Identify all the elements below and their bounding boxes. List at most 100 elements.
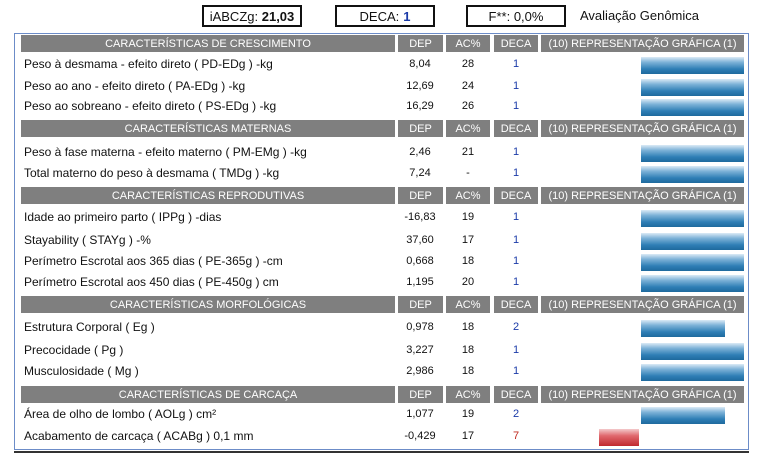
accuracy-value: 19 bbox=[461, 211, 475, 223]
report-title: Avaliação Genômica bbox=[580, 8, 699, 23]
accuracy-value: - bbox=[466, 167, 470, 179]
evaluation-table-frame bbox=[14, 33, 749, 450]
trait-label: Peso à desmama - efeito direto ( PD-EDg … bbox=[24, 57, 273, 71]
column-header-dep: DEP bbox=[398, 296, 443, 313]
accuracy-value: 18 bbox=[461, 344, 475, 356]
section-header: CARACTERÍSTICAS DE CARCAÇA bbox=[21, 386, 395, 403]
column-header-ac: AC% bbox=[446, 187, 490, 204]
graph-bar bbox=[641, 364, 744, 381]
column-header-dep: DEP bbox=[398, 187, 443, 204]
trait-label: Idade ao primeiro parto ( IPPg ) -dias bbox=[24, 210, 222, 224]
graph-bar bbox=[641, 320, 725, 337]
column-header-graph: (10) REPRESENTAÇÃO GRÁFICA (1) bbox=[541, 386, 744, 403]
graph-bar bbox=[599, 429, 639, 446]
column-header-graph: (10) REPRESENTAÇÃO GRÁFICA (1) bbox=[541, 187, 744, 204]
trait-label: Acabamento de carcaça ( ACABg ) 0,1 mm bbox=[24, 429, 254, 443]
graph-bar bbox=[641, 145, 744, 162]
deca-value: 1 bbox=[512, 167, 520, 179]
inbreeding-box: F**: 0,0% bbox=[466, 5, 566, 27]
graph-bar bbox=[641, 233, 744, 250]
deca-value: 1 bbox=[512, 234, 520, 246]
column-header-dep: DEP bbox=[398, 386, 443, 403]
trait-label: Peso ao sobreano - efeito direto ( PS-ED… bbox=[24, 99, 277, 113]
graph-bar bbox=[641, 254, 744, 271]
deca-box: DECA: 1 bbox=[335, 5, 435, 27]
column-header-graph: (10) REPRESENTAÇÃO GRÁFICA (1) bbox=[541, 296, 744, 313]
trait-label: Musculosidade ( Mg ) bbox=[24, 364, 139, 378]
accuracy-value: 18 bbox=[461, 255, 475, 267]
column-header-ac: AC% bbox=[446, 296, 490, 313]
section-header: CARACTERÍSTICAS MORFOLÓGICAS bbox=[21, 296, 395, 313]
deca-value: 1 bbox=[512, 100, 520, 112]
deca-value: 2 bbox=[512, 408, 520, 420]
graph-bar bbox=[641, 275, 744, 292]
dep-value: -0,429 bbox=[404, 430, 436, 442]
deca-value: 7 bbox=[512, 430, 520, 442]
trait-label: Estrutura Corporal ( Eg ) bbox=[24, 320, 155, 334]
inbreeding-value: 0,0% bbox=[513, 8, 544, 24]
graph-bar bbox=[641, 166, 744, 183]
accuracy-value: 28 bbox=[461, 58, 475, 70]
dep-value: 3,227 bbox=[406, 344, 434, 356]
trait-label: Área de olho de lombo ( AOLg ) cm² bbox=[24, 407, 217, 421]
column-header-deca: DECA bbox=[494, 187, 538, 204]
dep-value: -16,83 bbox=[404, 211, 436, 223]
trait-label: Stayability ( STAYg ) -% bbox=[24, 233, 151, 247]
graph-bar bbox=[641, 407, 725, 424]
dep-value: 0,978 bbox=[406, 321, 434, 333]
accuracy-value: 20 bbox=[461, 276, 475, 288]
dep-value: 8,04 bbox=[409, 58, 431, 70]
section-header: CARACTERÍSTICAS DE CRESCIMENTO bbox=[21, 35, 395, 52]
graph-bar bbox=[641, 57, 744, 74]
graph-bar bbox=[641, 343, 744, 360]
accuracy-value: 18 bbox=[461, 365, 475, 377]
section-header: CARACTERÍSTICAS MATERNAS bbox=[21, 120, 395, 137]
column-header-ac: AC% bbox=[446, 386, 490, 403]
deca-value: 1 bbox=[512, 276, 520, 288]
dep-value: 1,195 bbox=[406, 276, 434, 288]
dep-value: 7,24 bbox=[409, 167, 431, 179]
trait-label: Total materno do peso à desmama ( TMDg )… bbox=[24, 166, 280, 180]
accuracy-value: 17 bbox=[461, 430, 475, 442]
deca-value: 1 bbox=[403, 8, 411, 24]
accuracy-value: 17 bbox=[461, 234, 475, 246]
dep-value: 37,60 bbox=[406, 234, 434, 246]
trait-label: Perímetro Escrotal aos 450 dias ( PE-450… bbox=[24, 275, 279, 289]
accuracy-value: 21 bbox=[461, 146, 475, 158]
dep-value: 0,668 bbox=[406, 255, 434, 267]
dep-value: 2,46 bbox=[409, 146, 431, 158]
accuracy-value: 19 bbox=[461, 408, 475, 420]
graph-bar bbox=[641, 99, 744, 116]
graph-bar bbox=[641, 210, 744, 227]
section-header: CARACTERÍSTICAS REPRODUTIVAS bbox=[21, 187, 395, 204]
column-header-deca: DECA bbox=[494, 35, 538, 52]
column-header-deca: DECA bbox=[494, 120, 538, 137]
inbreeding-label: F**: bbox=[488, 8, 511, 24]
deca-value: 1 bbox=[512, 58, 520, 70]
trait-label: Perímetro Escrotal aos 365 dias ( PE-365… bbox=[24, 254, 283, 268]
iabczg-box: iABCZg: 21,03 bbox=[202, 5, 302, 27]
column-header-ac: AC% bbox=[446, 35, 490, 52]
accuracy-value: 26 bbox=[461, 100, 475, 112]
iabczg-value: 21,03 bbox=[261, 8, 295, 24]
deca-value: 1 bbox=[512, 255, 520, 267]
table-bottom-rule bbox=[14, 451, 749, 453]
deca-value: 1 bbox=[512, 365, 520, 377]
column-header-graph: (10) REPRESENTAÇÃO GRÁFICA (1) bbox=[541, 35, 744, 52]
trait-label: Precocidade ( Pg ) bbox=[24, 343, 124, 357]
trait-label: Peso à fase materna - efeito materno ( P… bbox=[24, 145, 307, 159]
dep-value: 16,29 bbox=[406, 100, 434, 112]
deca-value: 1 bbox=[512, 146, 520, 158]
dep-value: 2,986 bbox=[406, 365, 434, 377]
accuracy-value: 18 bbox=[461, 321, 475, 333]
column-header-graph: (10) REPRESENTAÇÃO GRÁFICA (1) bbox=[541, 120, 744, 137]
graph-bar bbox=[641, 79, 744, 96]
column-header-dep: DEP bbox=[398, 35, 443, 52]
dep-value: 12,69 bbox=[406, 80, 434, 92]
iabczg-label: iABCZg: bbox=[209, 8, 259, 24]
accuracy-value: 24 bbox=[461, 80, 475, 92]
column-header-dep: DEP bbox=[398, 120, 443, 137]
dep-value: 1,077 bbox=[406, 408, 434, 420]
deca-value: 1 bbox=[512, 211, 520, 223]
column-header-deca: DECA bbox=[494, 296, 538, 313]
